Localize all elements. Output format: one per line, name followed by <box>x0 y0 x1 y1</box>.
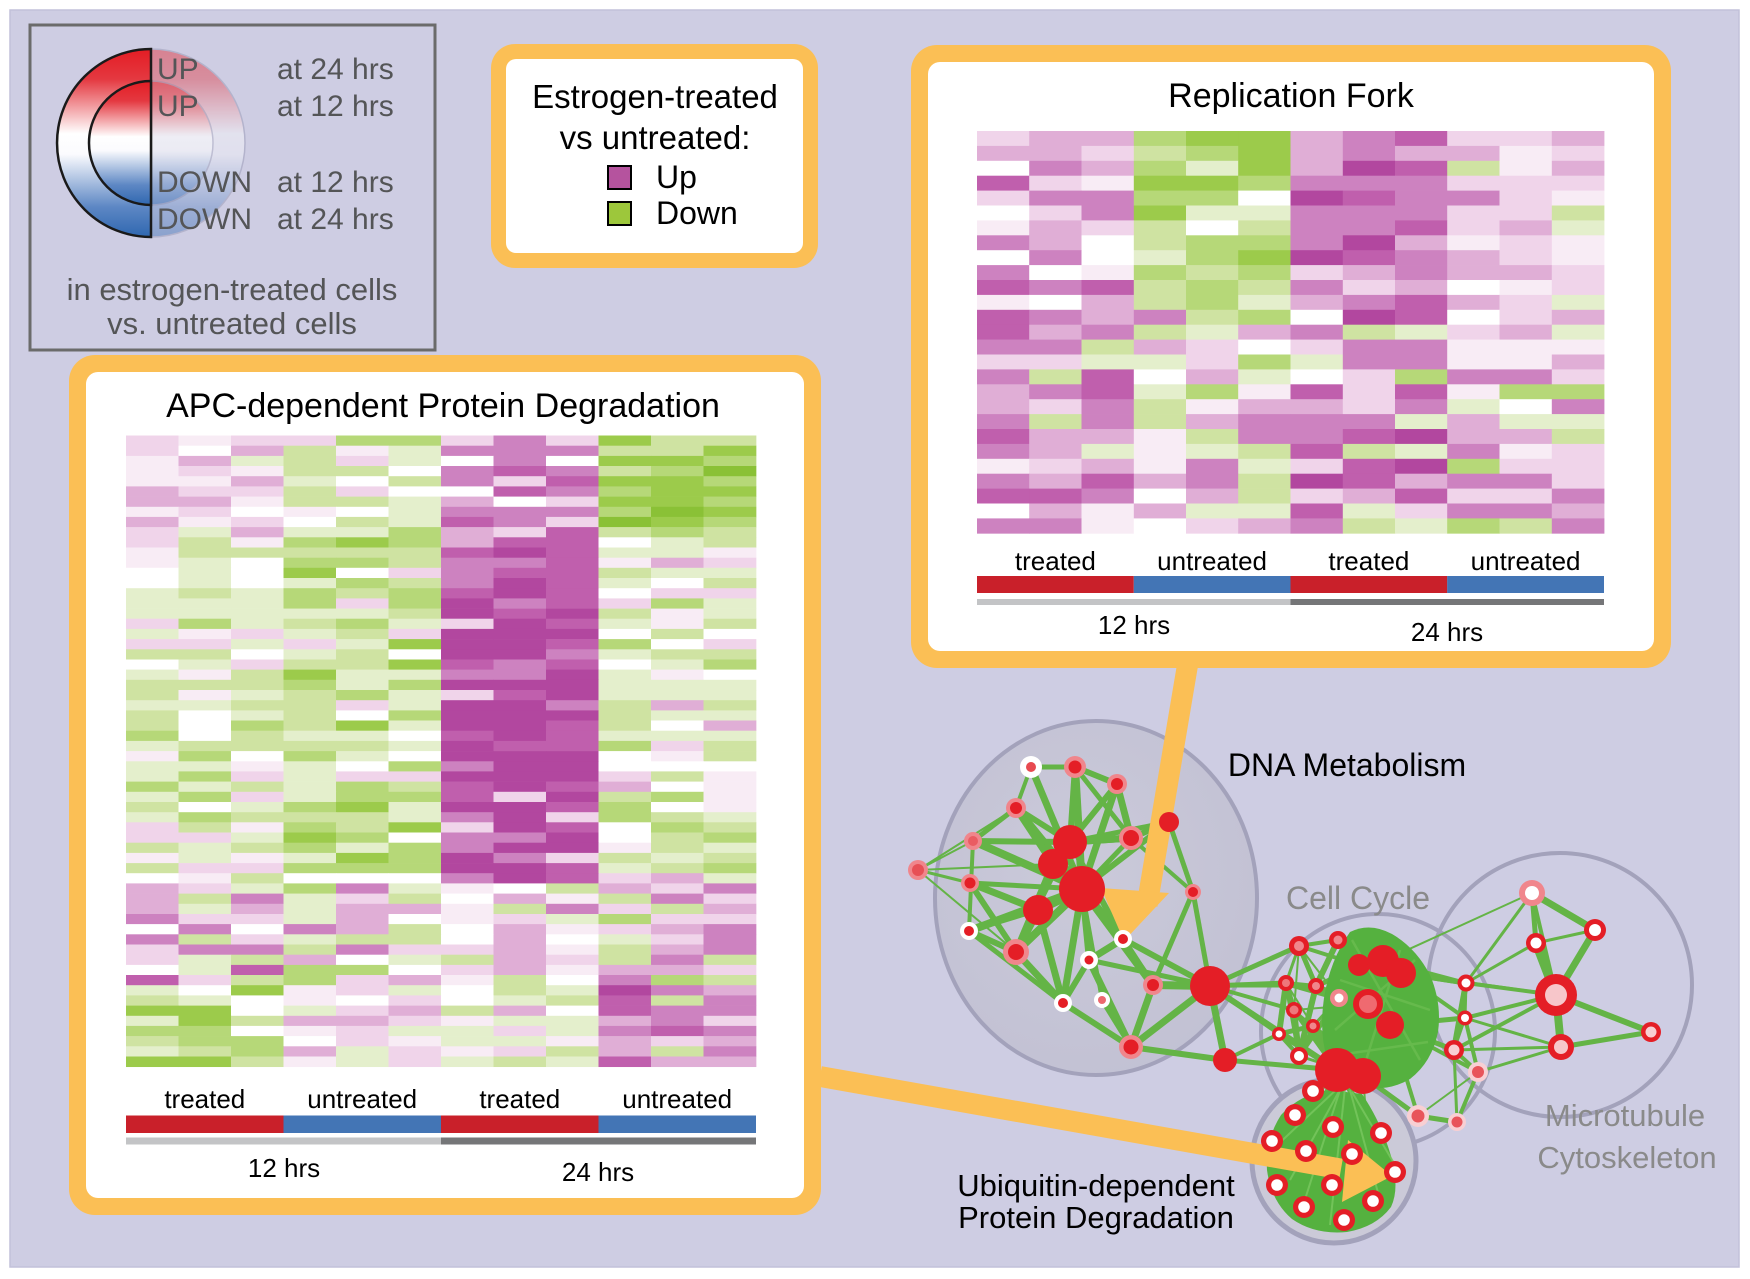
svg-text:12 hrs: 12 hrs <box>1098 610 1170 640</box>
svg-text:vs. untreated cells: vs. untreated cells <box>107 306 357 341</box>
svg-text:DOWN: DOWN <box>157 203 252 236</box>
svg-text:treated: treated <box>479 1084 560 1114</box>
svg-text:DNA Metabolism: DNA Metabolism <box>1228 747 1466 783</box>
svg-text:Down: Down <box>656 195 738 231</box>
svg-text:UP: UP <box>157 53 199 86</box>
svg-text:DOWN: DOWN <box>157 166 252 199</box>
svg-text:treated: treated <box>164 1084 245 1114</box>
svg-text:Cell Cycle: Cell Cycle <box>1286 880 1430 916</box>
svg-text:treated: treated <box>1328 546 1409 576</box>
svg-text:treated: treated <box>1015 546 1096 576</box>
svg-text:untreated: untreated <box>307 1084 417 1114</box>
svg-text:Cytoskeleton: Cytoskeleton <box>1537 1140 1716 1175</box>
svg-text:24 hrs: 24 hrs <box>562 1157 634 1187</box>
svg-text:Ubiquitin-dependent: Ubiquitin-dependent <box>957 1168 1235 1203</box>
svg-text:in estrogen-treated cells: in estrogen-treated cells <box>67 272 398 307</box>
svg-text:Protein Degradation: Protein Degradation <box>958 1200 1234 1235</box>
svg-text:12 hrs: 12 hrs <box>248 1153 320 1183</box>
svg-text:at 12 hrs: at 12 hrs <box>277 90 394 123</box>
svg-text:untreated: untreated <box>1157 546 1267 576</box>
svg-text:untreated: untreated <box>1471 546 1581 576</box>
svg-text:Up: Up <box>656 159 697 195</box>
svg-text:APC-dependent Protein Degradat: APC-dependent Protein Degradation <box>166 387 720 425</box>
svg-text:Replication Fork: Replication Fork <box>1168 77 1415 115</box>
svg-text:at 12 hrs: at 12 hrs <box>277 166 394 199</box>
svg-text:Estrogen-treated: Estrogen-treated <box>532 78 778 115</box>
svg-text:at 24 hrs: at 24 hrs <box>277 203 394 236</box>
svg-text:24 hrs: 24 hrs <box>1411 617 1483 647</box>
svg-text:vs untreated:: vs untreated: <box>560 119 751 156</box>
svg-text:UP: UP <box>157 90 199 123</box>
svg-text:Microtubule: Microtubule <box>1545 1098 1705 1133</box>
svg-text:at 24 hrs: at 24 hrs <box>277 53 394 86</box>
svg-text:untreated: untreated <box>622 1084 732 1114</box>
